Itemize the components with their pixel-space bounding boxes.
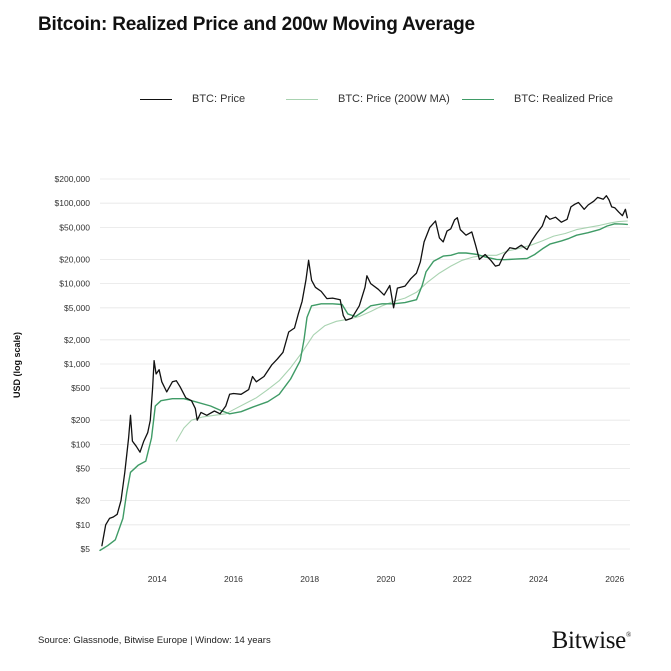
x-tick-label: 2022	[453, 574, 472, 584]
source-note: Source: Glassnode, Bitwise Europe | Wind…	[38, 635, 271, 646]
y-tick-label: $10,000	[59, 279, 90, 289]
y-tick-label: $100,000	[55, 198, 91, 208]
x-tick-label: 2018	[300, 574, 319, 584]
legend-swatch-price	[140, 98, 172, 100]
x-tick-label: 2020	[377, 574, 396, 584]
bitwise-logo: Bitwise®	[551, 627, 632, 655]
y-tick-label: $5,000	[64, 303, 90, 313]
y-tick-label: $200	[71, 415, 90, 425]
y-tick-label: $20,000	[59, 254, 90, 264]
x-tick-label: 2024	[529, 574, 548, 584]
legend-item-price: BTC: Price	[140, 93, 245, 105]
y-tick-label: $2,000	[64, 335, 90, 345]
legend-swatch-realized	[462, 98, 494, 100]
legend: BTC: Price BTC: Price (200W MA) BTC: Rea…	[140, 93, 620, 111]
series-line-price	[101, 195, 628, 547]
y-tick-label: $500	[71, 383, 90, 393]
y-tick-label: $5	[81, 544, 91, 554]
y-tick-label: $50,000	[59, 222, 90, 232]
y-tick-label: $200,000	[55, 174, 91, 184]
legend-item-realized: BTC: Realized Price	[462, 93, 613, 105]
legend-item-ma200: BTC: Price (200W MA)	[286, 93, 450, 105]
legend-swatch-ma200	[286, 98, 318, 100]
x-tick-label: 2014	[148, 574, 167, 584]
y-tick-label: $50	[76, 464, 90, 474]
legend-label-price: BTC: Price	[192, 93, 246, 105]
x-tick-label: 2016	[224, 574, 243, 584]
y-tick-label: $20	[76, 496, 90, 506]
y-tick-label: $1,000	[64, 359, 90, 369]
y-tick-label: $10	[76, 520, 90, 530]
series-line-ma200	[175, 220, 628, 442]
brand-registered-mark: ®	[625, 631, 631, 639]
chart-title: Bitcoin: Realized Price and 200w Moving …	[38, 14, 475, 35]
x-tick-label: 2026	[605, 574, 624, 584]
series-line-realized	[99, 223, 628, 552]
brand-text: Bitwise	[551, 627, 627, 654]
legend-label-realized: BTC: Realized Price	[514, 93, 614, 105]
y-tick-label: $100	[71, 439, 90, 449]
legend-label-ma200: BTC: Price (200W MA)	[338, 93, 450, 105]
